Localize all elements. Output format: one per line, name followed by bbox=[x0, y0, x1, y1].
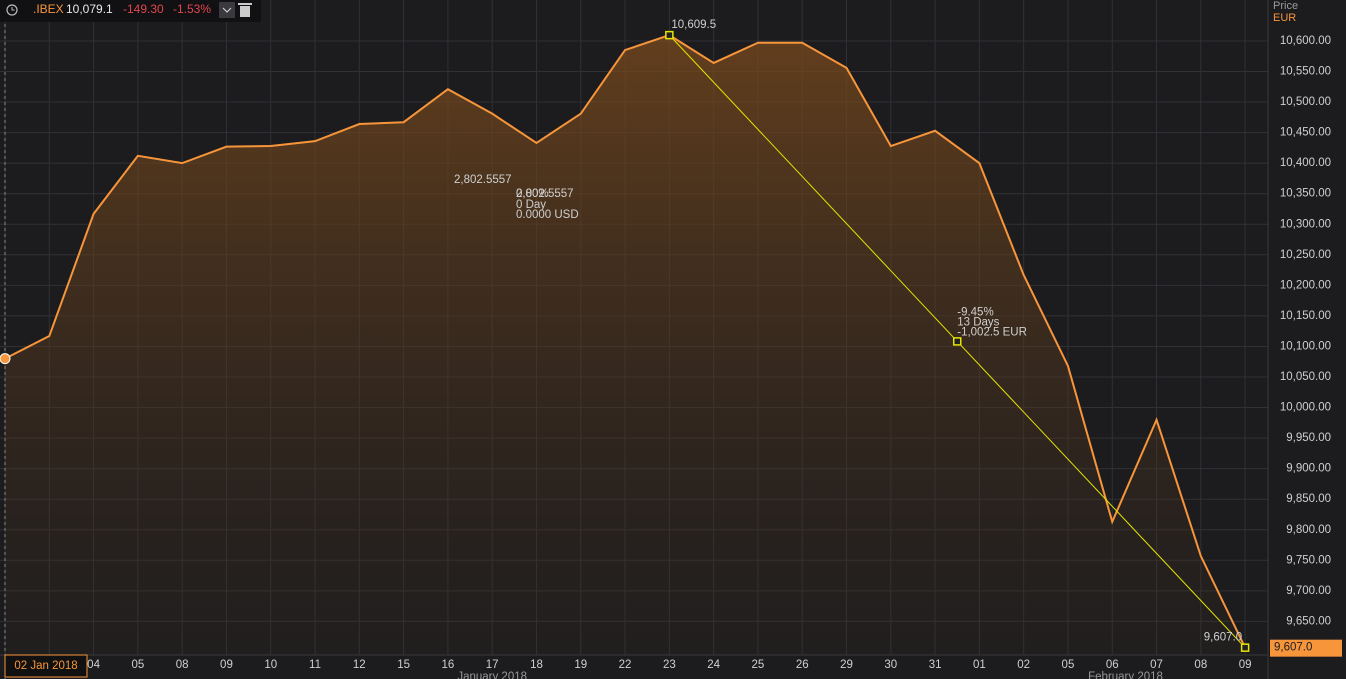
y-axis-unit: EUR bbox=[1273, 12, 1296, 24]
measure-annotation: 2,802.5557 bbox=[516, 188, 574, 200]
cursor-label: 02 Jan 2018 bbox=[14, 660, 77, 672]
x-tick-label: 24 bbox=[707, 659, 720, 671]
measure-annotation: 2,802.5557 bbox=[454, 174, 512, 186]
month-label: January 2018 bbox=[457, 671, 527, 679]
x-tick-label: 31 bbox=[929, 659, 942, 671]
x-tick-label: 18 bbox=[530, 659, 543, 671]
last-price-label: 9,607.0 bbox=[1274, 642, 1312, 654]
trendline-stat: 13 Days bbox=[957, 316, 999, 328]
month-label: February 2018 bbox=[1088, 671, 1163, 679]
y-tick-label: 10,550.00 bbox=[1280, 66, 1331, 78]
y-tick-label: 10,500.00 bbox=[1280, 96, 1331, 108]
y-tick-label: 9,800.00 bbox=[1286, 524, 1331, 536]
x-tick-label: 08 bbox=[1194, 659, 1207, 671]
x-tick-label: 19 bbox=[574, 659, 587, 671]
x-tick-label: 17 bbox=[486, 659, 499, 671]
x-tick-label: 01 bbox=[973, 659, 986, 671]
trendline-handle bbox=[952, 337, 962, 346]
y-tick-label: 10,400.00 bbox=[1280, 157, 1331, 169]
x-tick-label: 04 bbox=[87, 659, 100, 671]
x-tick-label: 06 bbox=[1106, 659, 1119, 671]
last-price: 10,079.1 bbox=[66, 2, 113, 16]
x-tick-label: 05 bbox=[1062, 659, 1075, 671]
x-tick-label: 05 bbox=[131, 659, 144, 671]
change-pct: -1.53% bbox=[173, 2, 211, 16]
x-tick-label: 15 bbox=[397, 659, 410, 671]
y-tick-label: 10,200.00 bbox=[1280, 279, 1331, 291]
y-tick-label: 10,000.00 bbox=[1280, 402, 1331, 414]
y-tick-label: 10,600.00 bbox=[1280, 35, 1331, 47]
trash-icon bbox=[240, 6, 250, 17]
x-tick-label: 22 bbox=[619, 659, 632, 671]
x-tick-label: 08 bbox=[176, 659, 189, 671]
y-tick-label: 10,350.00 bbox=[1280, 188, 1331, 200]
x-tick-label: 25 bbox=[752, 659, 765, 671]
x-tick-label: 30 bbox=[884, 659, 897, 671]
trendline-stat: -9.45% bbox=[957, 306, 993, 318]
y-axis-title: Price bbox=[1273, 0, 1298, 12]
trendline-handle bbox=[1240, 643, 1250, 652]
price-line bbox=[4, 34, 1247, 649]
symbol: .IBEX bbox=[33, 2, 64, 16]
trendline-handle bbox=[665, 30, 674, 40]
dropdown-icon bbox=[222, 7, 232, 13]
x-tick-label: 10 bbox=[264, 659, 277, 671]
measure-annotation: 0.00% bbox=[516, 188, 549, 200]
y-tick-label: 10,450.00 bbox=[1280, 127, 1331, 139]
trash-lid bbox=[238, 3, 252, 5]
measure-annotation: 0 Day bbox=[516, 199, 546, 211]
y-tick-label: 9,900.00 bbox=[1286, 463, 1331, 475]
x-tick-label: 11 bbox=[309, 659, 321, 671]
dropdown-button[interactable] bbox=[219, 2, 235, 18]
trendline-stat: -1,002.5 EUR bbox=[957, 326, 1027, 338]
measure-annotation: 0.0000 USD bbox=[516, 209, 579, 221]
x-tick-label: 23 bbox=[663, 659, 676, 671]
cursor-point bbox=[0, 353, 11, 365]
x-tick-label: 26 bbox=[796, 659, 809, 671]
x-tick-label: 16 bbox=[442, 659, 455, 671]
area bbox=[5, 35, 1246, 655]
trendline-end-label: 9,607.0 bbox=[1204, 632, 1242, 644]
delete-button[interactable] bbox=[238, 3, 252, 17]
y-tick-label: 9,750.00 bbox=[1286, 554, 1331, 566]
last-price-box bbox=[1270, 639, 1342, 657]
y-tick-label: 9,850.00 bbox=[1286, 493, 1331, 505]
y-tick-label: 10,150.00 bbox=[1280, 310, 1331, 322]
header-bar bbox=[0, 0, 261, 22]
y-tick-label: 9,700.00 bbox=[1286, 585, 1331, 597]
y-tick-label: 10,300.00 bbox=[1280, 218, 1331, 230]
x-tick-label: 09 bbox=[1239, 659, 1252, 671]
x-tick-label: 07 bbox=[1150, 659, 1163, 671]
change: -149.30 bbox=[123, 2, 164, 16]
x-tick-label: 12 bbox=[353, 659, 366, 671]
x-tick-label: 09 bbox=[220, 659, 233, 671]
y-tick-label: 10,100.00 bbox=[1280, 340, 1331, 352]
x-tick-label: 02 bbox=[1017, 659, 1030, 671]
cursor-label-box bbox=[4, 654, 88, 678]
y-tick-label: 9,650.00 bbox=[1286, 615, 1331, 627]
clock-icon bbox=[6, 4, 18, 16]
x-tick-label: 29 bbox=[840, 659, 853, 671]
trendline-start-label: 10,609.5 bbox=[671, 19, 716, 31]
clock-hand bbox=[11, 7, 15, 11]
y-tick-label: 10,250.00 bbox=[1280, 249, 1331, 261]
y-tick-label: 10,050.00 bbox=[1280, 371, 1331, 383]
y-tick-label: 9,950.00 bbox=[1286, 432, 1331, 444]
